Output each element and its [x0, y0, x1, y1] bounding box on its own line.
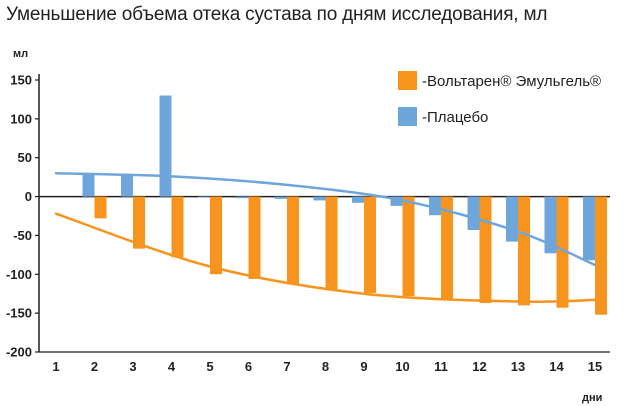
- x-tick-label: 10: [395, 359, 409, 374]
- bar: [287, 196, 299, 285]
- bar: [313, 196, 326, 201]
- x-tick-label: 12: [472, 359, 486, 374]
- trendlines: [54, 172, 597, 303]
- bar: [479, 196, 492, 304]
- bar: [171, 196, 184, 258]
- trendline: [54, 172, 597, 267]
- bar: [159, 95, 172, 197]
- x-tick-label: 7: [283, 359, 290, 374]
- bar: [210, 196, 222, 275]
- x-tick-label: 13: [511, 359, 525, 374]
- y-unit-label: мл: [13, 48, 28, 60]
- bar: [518, 196, 530, 306]
- bar: [595, 196, 607, 315]
- y-tick-label: -100: [6, 267, 32, 282]
- x-tick-label: 15: [588, 359, 602, 374]
- bar: [556, 196, 569, 308]
- bar: [275, 196, 287, 199]
- y-tick-label: -200: [6, 345, 32, 360]
- y-tick-label: 0: [25, 189, 32, 204]
- bar: [390, 196, 403, 206]
- trendline: [54, 212, 597, 303]
- x-tick-label: 3: [129, 359, 136, 374]
- bar: [236, 196, 249, 199]
- x-tick-label: 11: [434, 359, 448, 374]
- legend: -Вольтарен® Эмульгель® -Плацебо: [398, 71, 601, 126]
- x-tick-label: 6: [245, 359, 252, 374]
- bars: [82, 95, 607, 315]
- bar: [506, 196, 518, 242]
- bar: [325, 196, 338, 290]
- bar: [402, 196, 415, 297]
- bar: [82, 173, 95, 197]
- legend-swatch: [398, 107, 417, 126]
- bar: [583, 196, 595, 261]
- bar: [198, 196, 210, 198]
- bar: [429, 196, 441, 216]
- x-tick-label: 2: [91, 359, 98, 374]
- x-tick-label: 4: [168, 359, 176, 374]
- legend-label: -Вольтарен® Эмульгель®: [422, 73, 601, 90]
- bar: [544, 196, 557, 254]
- x-tick-label: 8: [322, 359, 329, 374]
- x-tick-label: 9: [360, 359, 367, 374]
- y-tick-label: 150: [10, 73, 32, 88]
- bar: [133, 196, 145, 249]
- bar: [352, 196, 364, 203]
- bar: [248, 196, 261, 279]
- y-tick-label: -50: [13, 228, 32, 243]
- bar: [364, 196, 376, 293]
- x-tick-label: 14: [549, 359, 564, 374]
- y-tick-label: 100: [10, 111, 32, 126]
- legend-label: -Плацебо: [422, 109, 488, 126]
- chart-title: Уменьшение объема отека сустава по дням …: [6, 4, 548, 25]
- y-tick-label: 50: [18, 150, 32, 165]
- bar: [94, 196, 107, 219]
- x-unit-label: дни: [582, 392, 602, 404]
- bar: [121, 174, 133, 197]
- y-tick-label: -150: [6, 306, 32, 321]
- x-tick-label: 1: [52, 359, 59, 374]
- legend-swatch: [398, 71, 417, 90]
- x-tick-label: 5: [206, 359, 213, 374]
- bar: [441, 196, 453, 300]
- bar: [467, 196, 480, 230]
